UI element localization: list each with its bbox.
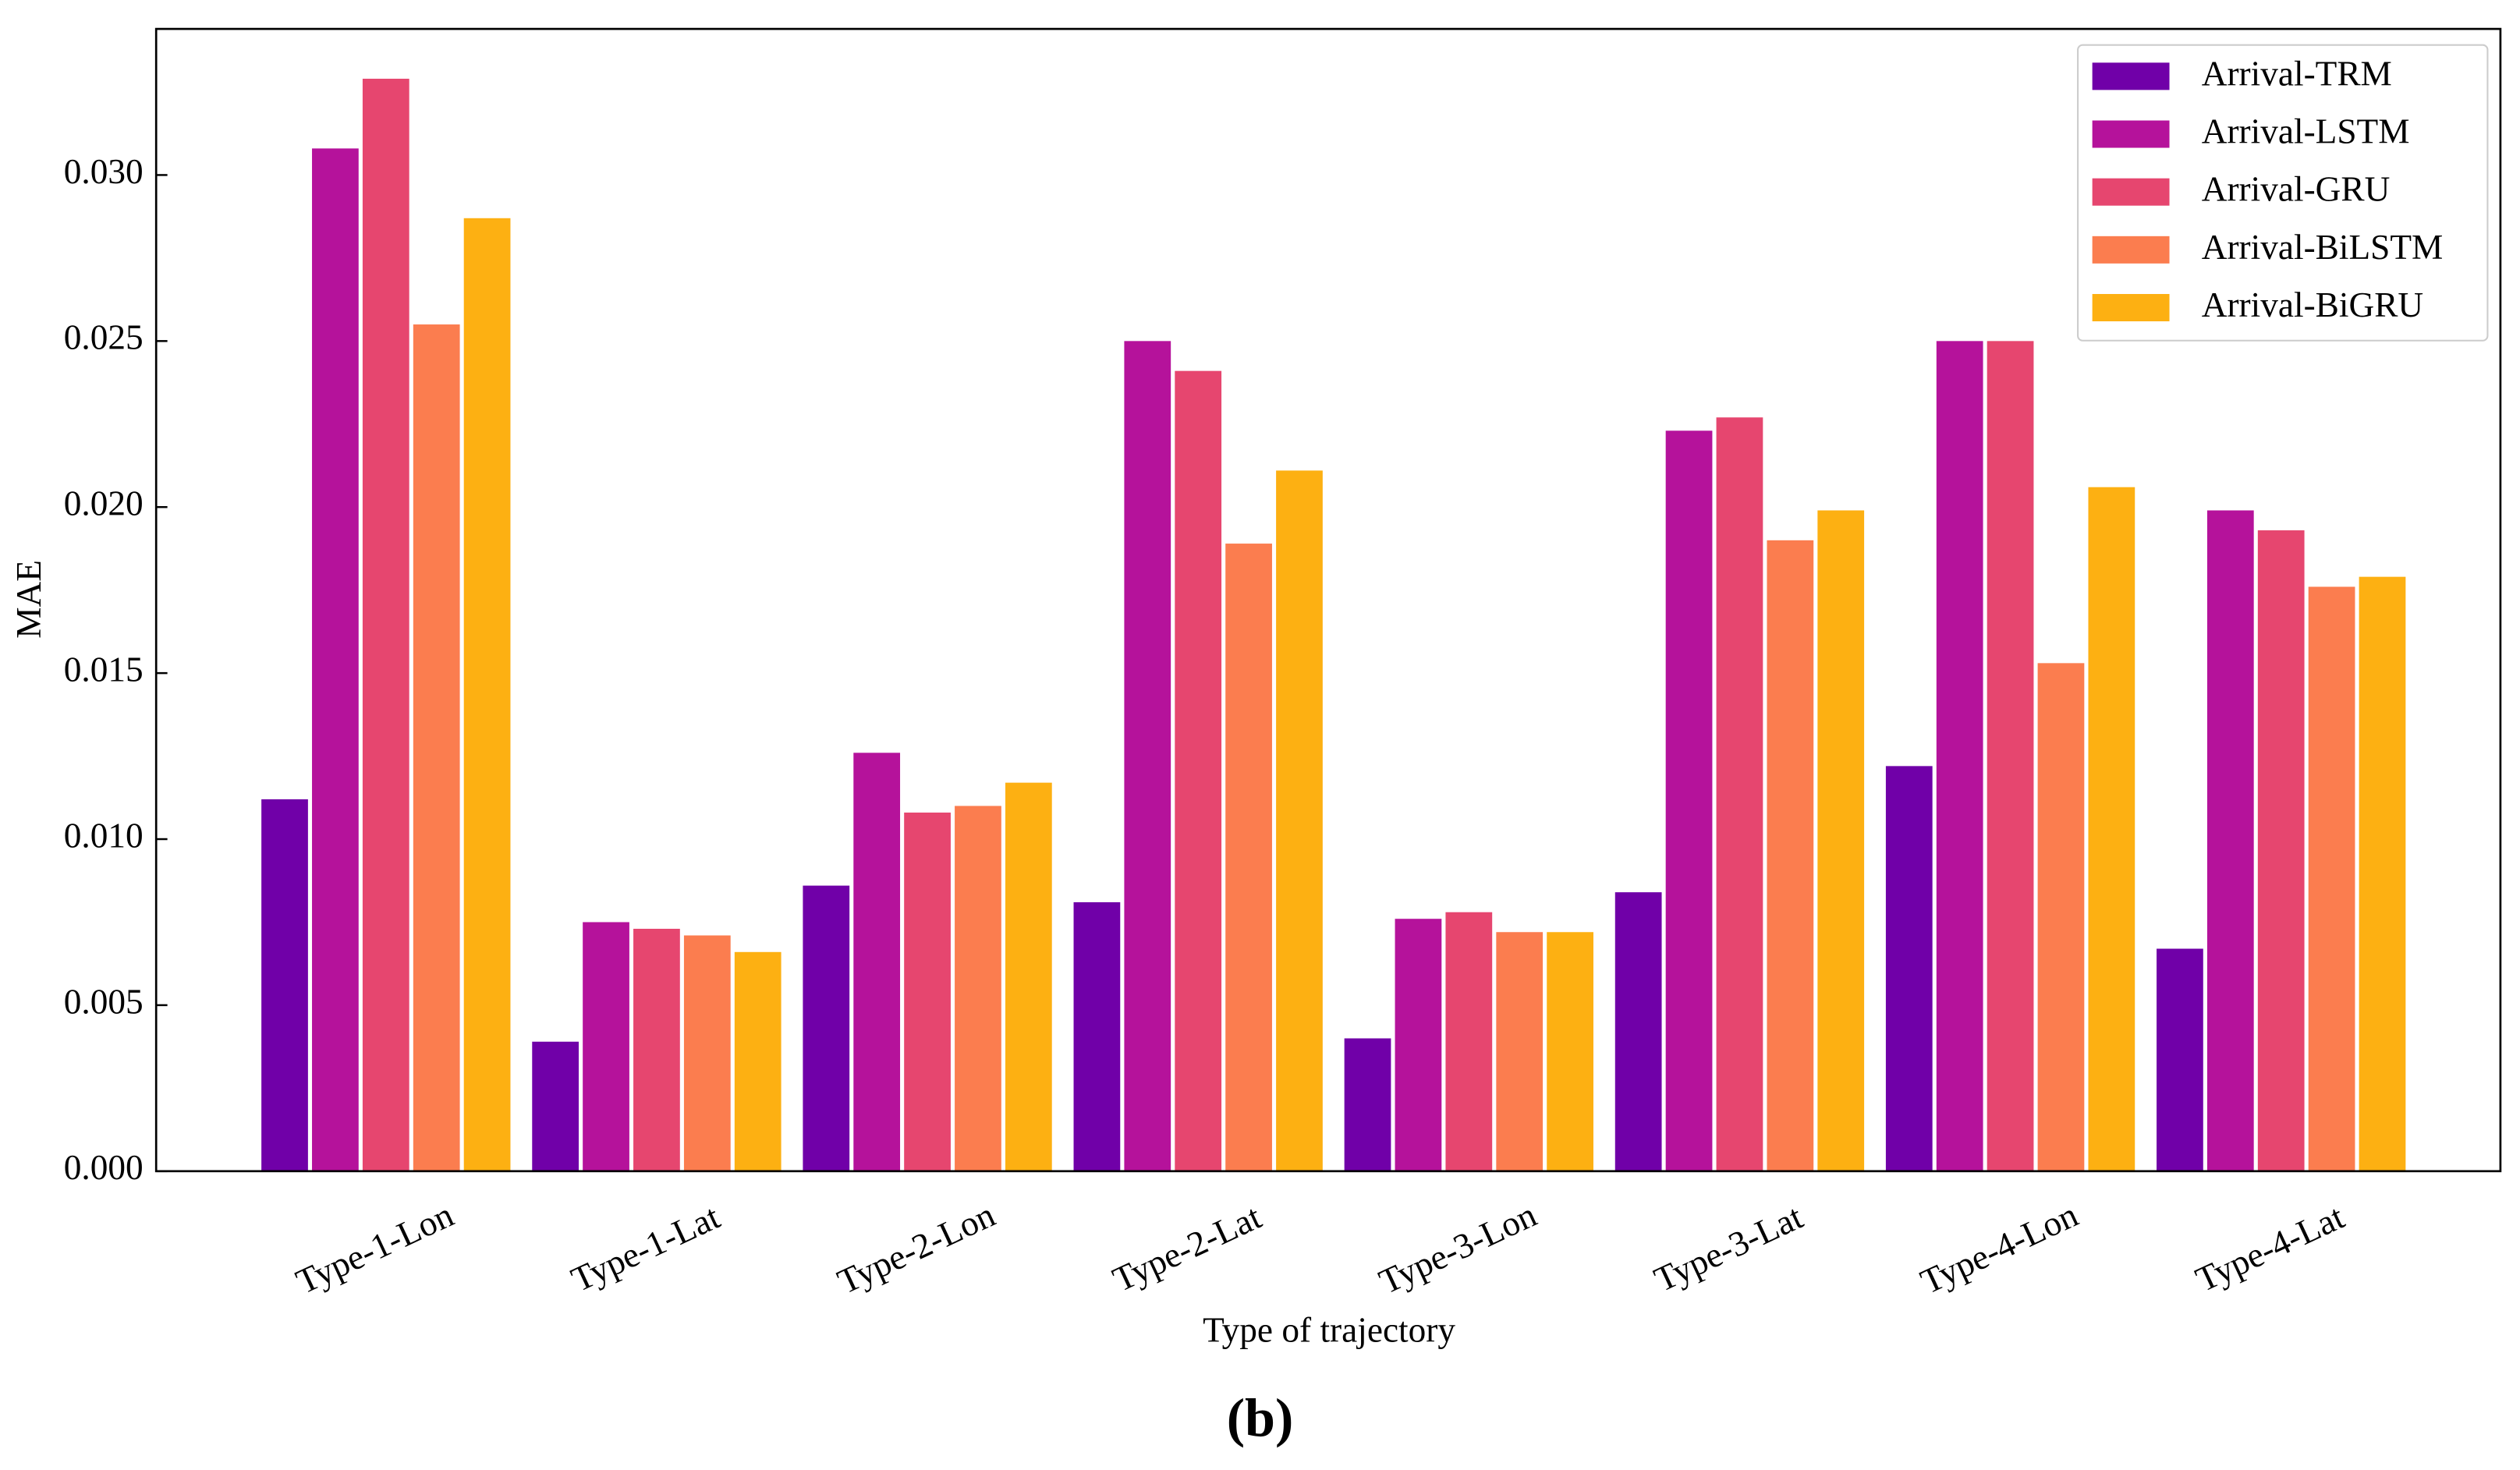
x-tick-label: Type-4-Lon bbox=[1915, 1195, 2084, 1302]
x-tick-label: Type-3-Lon bbox=[1373, 1195, 1543, 1302]
bar bbox=[683, 935, 731, 1171]
bar bbox=[2157, 948, 2203, 1171]
x-tick-label: Type-3-Lat bbox=[1649, 1197, 1809, 1299]
bar bbox=[2206, 510, 2254, 1171]
legend-swatch bbox=[2092, 178, 2170, 206]
legend-label: Arrival-TRM bbox=[2202, 54, 2392, 93]
x-axis-label: Type of trajectory bbox=[1203, 1310, 1455, 1349]
legend-label: Arrival-BiLSTM bbox=[2202, 228, 2444, 267]
bar bbox=[1665, 430, 1713, 1171]
bar bbox=[734, 951, 782, 1171]
x-tick-label: Type-1-Lon bbox=[290, 1195, 459, 1302]
bar bbox=[362, 78, 409, 1171]
y-axis-label: MAE bbox=[9, 560, 48, 639]
legend-label: Arrival-LSTM bbox=[2202, 112, 2410, 151]
bar bbox=[1547, 932, 1593, 1171]
bar bbox=[1936, 341, 1983, 1171]
x-tick-label: Type-2-Lon bbox=[831, 1195, 1001, 1302]
bar bbox=[1175, 370, 1222, 1171]
bar bbox=[2088, 487, 2135, 1171]
bar bbox=[463, 218, 511, 1171]
y-tick-label: 0.005 bbox=[64, 982, 144, 1021]
bar bbox=[312, 148, 359, 1171]
y-tick-label: 0.030 bbox=[64, 152, 144, 191]
bar bbox=[853, 753, 901, 1171]
bar bbox=[1817, 510, 1865, 1171]
bar bbox=[1225, 544, 1272, 1171]
bar bbox=[955, 806, 1001, 1171]
bar bbox=[1716, 417, 1763, 1171]
legend-swatch bbox=[2092, 294, 2170, 322]
bar bbox=[1395, 919, 1442, 1171]
y-tick-label: 0.010 bbox=[64, 816, 144, 855]
bar bbox=[1767, 540, 1814, 1171]
bar bbox=[633, 928, 680, 1171]
bar bbox=[2308, 586, 2355, 1171]
bar bbox=[1073, 901, 1121, 1171]
x-tick-label: Type-4-Lat bbox=[2190, 1197, 2351, 1299]
bar bbox=[1124, 341, 1171, 1171]
bar bbox=[532, 1041, 579, 1171]
legend-box bbox=[2077, 44, 2489, 342]
caption: (b) bbox=[1227, 1388, 1294, 1448]
bar bbox=[1344, 1038, 1391, 1171]
bar bbox=[1496, 932, 1544, 1171]
legend-label: Arrival-GRU bbox=[2202, 170, 2391, 209]
bar bbox=[1885, 766, 1933, 1171]
legend-label: Arrival-BiGRU bbox=[2202, 285, 2423, 324]
y-tick-label: 0.015 bbox=[64, 650, 144, 689]
bar bbox=[261, 799, 308, 1171]
bar bbox=[803, 885, 850, 1171]
bar bbox=[1445, 912, 1493, 1171]
x-tick-label: Type-1-Lat bbox=[565, 1197, 726, 1299]
bar bbox=[1005, 782, 1052, 1171]
bar bbox=[2359, 576, 2406, 1171]
legend-swatch bbox=[2092, 120, 2170, 148]
y-tick-label: 0.025 bbox=[64, 318, 144, 357]
bar bbox=[1276, 470, 1323, 1171]
y-tick-label: 0.000 bbox=[64, 1148, 144, 1187]
legend-swatch bbox=[2092, 62, 2170, 90]
y-tick-label: 0.020 bbox=[64, 484, 144, 523]
bar bbox=[583, 922, 629, 1171]
bar bbox=[1614, 892, 1662, 1171]
legend-swatch bbox=[2092, 236, 2170, 264]
bar bbox=[2037, 663, 2085, 1171]
bar bbox=[1987, 341, 2034, 1171]
bar bbox=[413, 324, 460, 1171]
bar bbox=[904, 812, 951, 1171]
plot-frame bbox=[154, 27, 2502, 1173]
x-tick-label: Type-2-Lat bbox=[1107, 1197, 1267, 1299]
bar bbox=[2257, 530, 2305, 1171]
